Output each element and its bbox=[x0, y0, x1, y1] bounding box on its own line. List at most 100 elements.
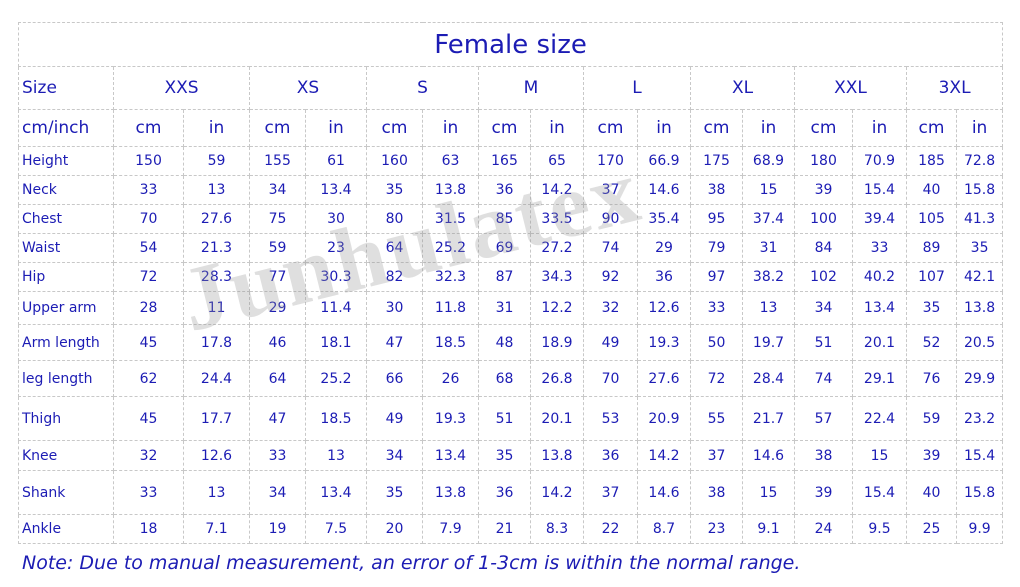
measurement: 45 bbox=[113, 396, 184, 441]
measurement: 13.8 bbox=[955, 291, 1004, 325]
measurement: 70 bbox=[583, 360, 638, 397]
measurement: 14.6 bbox=[742, 440, 795, 471]
measurement: 100 bbox=[794, 204, 853, 234]
measurement: 18.5 bbox=[422, 324, 479, 361]
row-label: Arm length bbox=[18, 324, 114, 361]
measurement: 32.3 bbox=[422, 262, 479, 292]
measurement: 8.7 bbox=[637, 514, 691, 544]
measurement: 40 bbox=[906, 470, 957, 515]
measurement: 38 bbox=[690, 175, 743, 205]
table-row: Shank 33 13 34 13.4 35 13.8 36 14.2 37 14.6 38 15 39 1… bbox=[18, 470, 1004, 515]
row-label: Upper arm bbox=[18, 291, 114, 325]
measurement: 39 bbox=[906, 440, 957, 471]
measurement: 14.2 bbox=[530, 175, 584, 205]
measurement: 13.8 bbox=[530, 440, 584, 471]
measurement: 19.3 bbox=[637, 324, 691, 361]
measurement: 41.3 bbox=[955, 204, 1004, 234]
measurement: 15.4 bbox=[852, 470, 907, 515]
measurement: 13.4 bbox=[422, 440, 479, 471]
unit-header: cm bbox=[249, 109, 306, 147]
unit-header: in bbox=[852, 109, 907, 147]
measurement: 28 bbox=[113, 291, 184, 325]
measurement: 39 bbox=[794, 175, 853, 205]
measurement: 20.1 bbox=[530, 396, 584, 441]
measurement: 24.4 bbox=[183, 360, 250, 397]
measurement: 14.2 bbox=[530, 470, 584, 515]
measurement: 12.6 bbox=[637, 291, 691, 325]
measurement: 59 bbox=[183, 146, 250, 176]
measurement: 12.2 bbox=[530, 291, 584, 325]
table-row: Chest 70 27.6 75 30 80 31.5 85 33.5 90 35.4 95 37.4 1… bbox=[18, 204, 1004, 234]
measurement: 46 bbox=[249, 324, 306, 361]
measurement: 27.2 bbox=[530, 233, 584, 263]
measurement: 37 bbox=[583, 470, 638, 515]
measurement: 31 bbox=[742, 233, 795, 263]
measurement: 15 bbox=[742, 470, 795, 515]
measurement: 33 bbox=[852, 233, 907, 263]
measurement: 80 bbox=[366, 204, 423, 234]
unit-header: cm bbox=[113, 109, 184, 147]
measurement: 33 bbox=[113, 470, 184, 515]
measurement: 18 bbox=[113, 514, 184, 544]
measurement: 13 bbox=[183, 470, 250, 515]
measurement: 34 bbox=[249, 175, 306, 205]
measurement: 160 bbox=[366, 146, 423, 176]
unit-header: cm bbox=[906, 109, 957, 147]
table-row: leg length 62 24.4 64 25.2 66 26 68 26.8 70 27.6 72… bbox=[18, 360, 1004, 397]
measurement: 15 bbox=[742, 175, 795, 205]
measurement: 36 bbox=[637, 262, 691, 292]
measurement: 29 bbox=[637, 233, 691, 263]
measurement: 30 bbox=[366, 291, 423, 325]
measurement: 23 bbox=[690, 514, 743, 544]
measurement: 85 bbox=[478, 204, 531, 234]
row-label: Shank bbox=[18, 470, 114, 515]
measurement: 18.9 bbox=[530, 324, 584, 361]
measurement: 57 bbox=[794, 396, 853, 441]
unit-header: cm bbox=[690, 109, 743, 147]
measurement: 92 bbox=[583, 262, 638, 292]
row-label: Waist bbox=[18, 233, 114, 263]
measurement: 20.1 bbox=[852, 324, 907, 361]
measurement: 17.7 bbox=[183, 396, 250, 441]
size-header: XXS bbox=[113, 66, 250, 110]
measurement: 20.5 bbox=[955, 324, 1004, 361]
table-row: cm/inch cm in cm in cm in cm in cm in cm in cm in cm in bbox=[18, 109, 1004, 147]
measurement: 70 bbox=[113, 204, 184, 234]
measurement: 72.8 bbox=[955, 146, 1004, 176]
measurement: 21.3 bbox=[183, 233, 250, 263]
measurement: 31 bbox=[478, 291, 531, 325]
row-label: Neck bbox=[18, 175, 114, 205]
measurement: 13.4 bbox=[305, 175, 367, 205]
measurement: 14.6 bbox=[637, 470, 691, 515]
measurement: 47 bbox=[249, 396, 306, 441]
measurement: 13.4 bbox=[305, 470, 367, 515]
measurement: 175 bbox=[690, 146, 743, 176]
measurement: 68.9 bbox=[742, 146, 795, 176]
measurement: 65 bbox=[530, 146, 584, 176]
unit-header: cm bbox=[366, 109, 423, 147]
measurement: 11.8 bbox=[422, 291, 479, 325]
measurement: 24 bbox=[794, 514, 853, 544]
measurement: 68 bbox=[478, 360, 531, 397]
table-row: Hip 72 28.3 77 30.3 82 32.3 87 34.3 92 36 97 38.2 102… bbox=[18, 262, 1004, 292]
unit-header: cm bbox=[583, 109, 638, 147]
measurement: 150 bbox=[113, 146, 184, 176]
measurement: 89 bbox=[906, 233, 957, 263]
measurement: 35 bbox=[366, 470, 423, 515]
measurement: 185 bbox=[906, 146, 957, 176]
table-row: Waist 54 21.3 59 23 64 25.2 69 27.2 74 29 79 31 84 33 8… bbox=[18, 233, 1004, 263]
measurement: 22 bbox=[583, 514, 638, 544]
measurement: 22.4 bbox=[852, 396, 907, 441]
table-row: Thigh 45 17.7 47 18.5 49 19.3 51 20.1 53 20.9 55 21.… bbox=[18, 396, 1004, 441]
measurement: 23 bbox=[305, 233, 367, 263]
table-row: Upper arm 28 11 29 11.4 30 11.8 31 12.2 32 12.6 33 1… bbox=[18, 291, 1004, 325]
size-header: XL bbox=[690, 66, 795, 110]
measurement: 35.4 bbox=[637, 204, 691, 234]
size-header: XS bbox=[249, 66, 367, 110]
unit-header: in bbox=[305, 109, 367, 147]
row-label: Ankle bbox=[18, 514, 114, 544]
measurement: 35 bbox=[955, 233, 1004, 263]
measurement: 52 bbox=[906, 324, 957, 361]
measurement: 29.1 bbox=[852, 360, 907, 397]
unit-header: in bbox=[530, 109, 584, 147]
